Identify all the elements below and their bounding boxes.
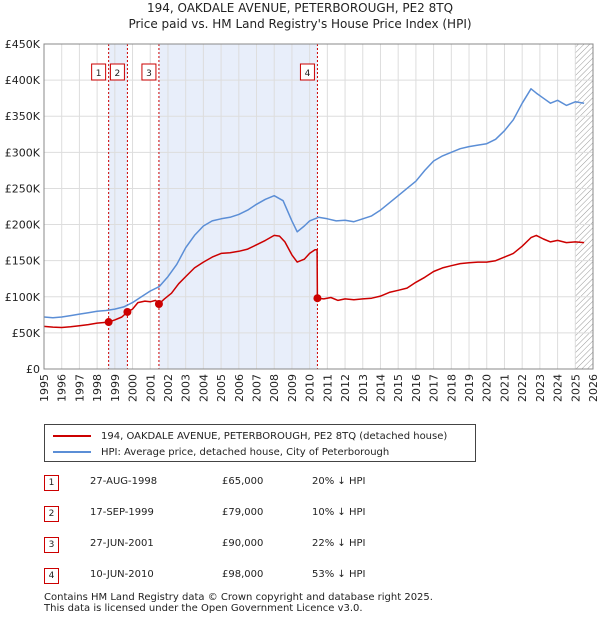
sale-number: 3 [44, 537, 59, 553]
footer-line-2: This data is licensed under the Open Gov… [44, 603, 363, 614]
sale-marker-label: 3 [146, 69, 152, 79]
sale-date: 27-JUN-2001 [90, 538, 154, 549]
x-tick-label: 1996 [56, 374, 69, 402]
legend-label-hpi: HPI: Average price, detached house, City… [101, 446, 390, 458]
x-tick-label: 2024 [552, 374, 565, 402]
price-chart: 1 2 3 4 £0 £50K £100K £150K £200K £250K £300K £350K… [5, 38, 600, 402]
x-tick-label: 2008 [268, 374, 281, 402]
forecast-hatch [575, 44, 593, 369]
property-series-line [43, 234, 585, 329]
x-tick-label: 2017 [428, 374, 441, 402]
sale-point [313, 294, 322, 303]
y-tick-label: £200K [5, 219, 41, 232]
x-tick-label: 2021 [498, 374, 511, 402]
sale-number: 2 [44, 506, 59, 522]
sale-hpi-diff: 10% ↓ HPI [312, 507, 366, 518]
x-tick-label: 1998 [91, 374, 104, 402]
plot-area [44, 44, 593, 369]
legend-item-property: 194, OAKDALE AVENUE, PETERBOROUGH, PE2 8… [53, 429, 447, 443]
legend-item-hpi: HPI: Average price, detached house, City… [53, 445, 389, 459]
sale-date: 17-SEP-1999 [90, 507, 154, 518]
x-tick-label: 2009 [286, 374, 299, 402]
x-tick-label: 2025 [569, 374, 582, 402]
sale-row: 3 27-JUN-2001 £90,000 22% ↓ HPI [44, 534, 424, 556]
sale-marker-label: 1 [96, 69, 102, 79]
y-tick-label: £450K [5, 38, 41, 51]
x-tick-label: 2005 [215, 374, 228, 402]
x-tick-label: 2016 [410, 374, 423, 402]
x-tick-label: 2018 [445, 374, 458, 402]
footer: Contains HM Land Registry data © Crown c… [44, 592, 433, 614]
x-tick-label: 2001 [144, 374, 157, 402]
y-tick-label: £0 [26, 363, 40, 376]
y-tick-label: £350K [5, 110, 41, 123]
x-tick-label: 2003 [180, 374, 193, 402]
y-tick-label: £50K [12, 327, 41, 340]
y-tick-label: £100K [5, 291, 41, 304]
plot-border [43, 43, 594, 370]
sale-marker-label: 2 [115, 69, 121, 79]
sale-point [104, 318, 113, 327]
sale-point [123, 307, 132, 316]
x-tick-label: 2020 [481, 374, 494, 402]
hpi-series-line [43, 88, 585, 319]
chart-subtitle: Price paid vs. HM Land Registry's House … [128, 17, 472, 31]
y-tick-label: £300K [5, 146, 41, 159]
sale-marker-label: 4 [305, 69, 311, 79]
footer-line-1: Contains HM Land Registry data © Crown c… [44, 592, 433, 603]
x-tick-label: 2013 [357, 374, 370, 402]
legend-swatch-red [53, 435, 91, 437]
shaded-range [108, 44, 128, 369]
x-tick-label: 2015 [392, 374, 405, 402]
sale-price: £90,000 [222, 538, 264, 549]
sale-point [154, 300, 163, 308]
sale-number: 4 [44, 568, 59, 584]
x-tick-label: 2022 [516, 374, 529, 402]
x-tick-label: 2002 [162, 374, 175, 402]
sale-price: £98,000 [222, 569, 264, 580]
x-tick-label: 2026 [587, 374, 600, 402]
sale-marker-box [299, 63, 315, 81]
x-tick-label: 2010 [304, 374, 317, 402]
sale-price: £79,000 [222, 507, 264, 518]
sale-date: 10-JUN-2010 [90, 569, 154, 580]
sale-hpi-diff: 22% ↓ HPI [312, 538, 366, 549]
sale-row: 4 10-JUN-2010 £98,000 53% ↓ HPI [44, 565, 424, 587]
x-tick-label: 2006 [233, 374, 246, 402]
sale-marker-box [91, 63, 107, 81]
shaded-range [158, 44, 318, 369]
x-tick-label: 2011 [321, 374, 334, 402]
x-tick-label: 2004 [197, 374, 210, 402]
sale-marker-box [141, 63, 157, 81]
sale-hpi-diff: 20% ↓ HPI [312, 476, 366, 487]
sale-price: £65,000 [222, 476, 264, 487]
x-tick-label: 2000 [127, 374, 140, 402]
sale-marker-box [109, 63, 125, 81]
x-tick-label: 2012 [339, 374, 352, 402]
sale-row: 1 27-AUG-1998 £65,000 20% ↓ HPI [44, 472, 424, 494]
legend: 194, OAKDALE AVENUE, PETERBOROUGH, PE2 8… [44, 424, 476, 462]
y-tick-label: £400K [5, 74, 41, 87]
y-tick-label: £150K [5, 255, 41, 268]
sales-table: 1 27-AUG-1998 £65,000 20% ↓ HPI 2 17-SEP… [44, 472, 424, 596]
x-tick-label: 2019 [463, 374, 476, 402]
sale-row: 2 17-SEP-1999 £79,000 10% ↓ HPI [44, 503, 424, 525]
x-tick-label: 2014 [374, 374, 387, 402]
legend-swatch-blue [53, 451, 91, 453]
legend-label-property: 194, OAKDALE AVENUE, PETERBOROUGH, PE2 8… [101, 430, 448, 442]
sale-number: 1 [44, 475, 59, 491]
x-tick-label: 2007 [251, 374, 264, 402]
sale-hpi-diff: 53% ↓ HPI [312, 569, 366, 580]
y-tick-label: £250K [5, 182, 41, 195]
x-tick-label: 1999 [109, 374, 122, 402]
sale-date: 27-AUG-1998 [90, 476, 158, 487]
chart-title: 194, OAKDALE AVENUE, PETERBOROUGH, PE2 8… [146, 1, 454, 15]
x-tick-label: 1995 [38, 374, 51, 402]
x-tick-label: 2023 [534, 374, 547, 402]
x-tick-label: 1997 [73, 374, 86, 402]
